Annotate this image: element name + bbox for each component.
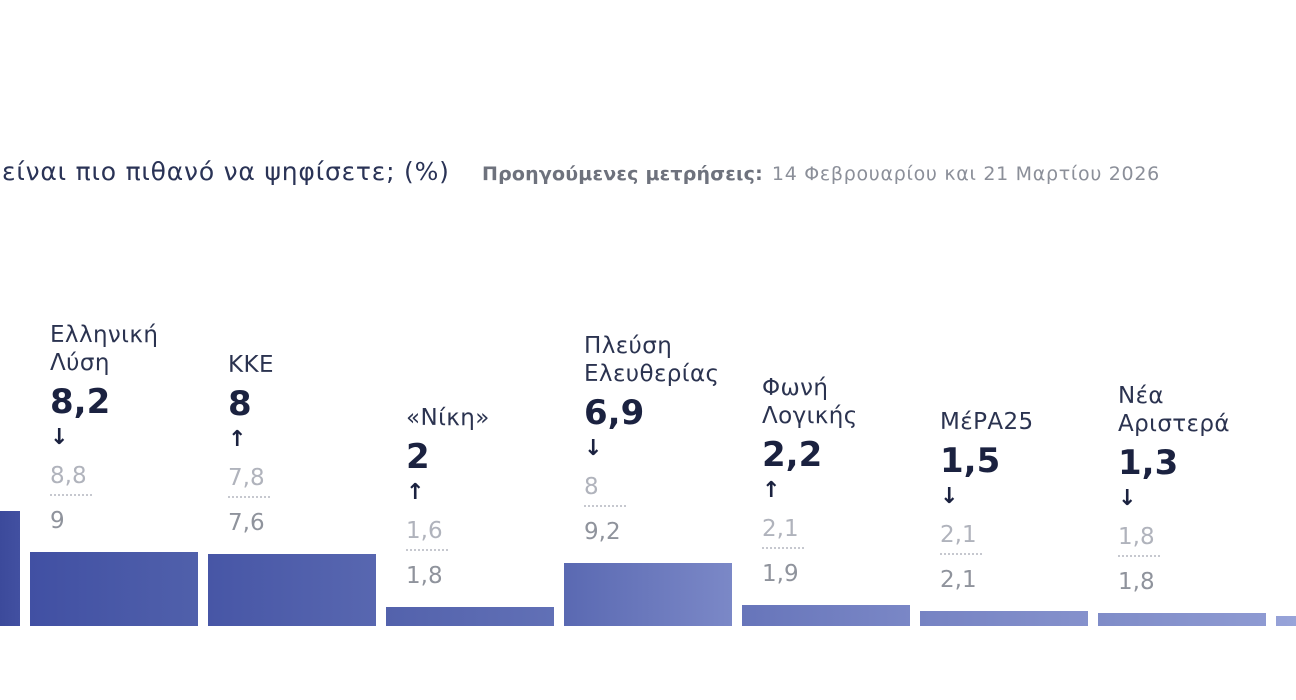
previous-value-1: 2,1	[940, 522, 977, 549]
party-label: ΚΚΕ 8 ↑ 7,8 7,6	[228, 351, 274, 536]
previous-value-1: 2,1	[762, 516, 799, 542]
previous-values-divider	[50, 493, 92, 496]
party-column: «Νίκη» 2 ↑ 1,6 1,8	[386, 404, 554, 626]
previous-value-1: 8,8	[50, 462, 87, 489]
previous-value-2: 1,8	[406, 562, 443, 589]
party-column: ΜέΡΑ25 1,5 ↓ 2,1 2,1	[920, 408, 1088, 626]
party-column: ΚΚΕ 8 ↑ 7,8 7,6	[208, 351, 376, 626]
previous-value-2: 1,9	[762, 561, 799, 587]
party-name: ΚΚΕ	[228, 351, 274, 378]
arrow-down-icon: ↓	[50, 424, 69, 450]
arrow-down-icon: ↓	[1118, 486, 1137, 511]
previous-value-2: 7,6	[228, 509, 265, 536]
party-column	[0, 511, 20, 626]
party-name: «Νίκη»	[406, 404, 490, 431]
arrow-up-icon: ↑	[406, 479, 425, 505]
chart-title: είναι πιο πιθανό να ψηφίσετε; (%)	[2, 157, 450, 186]
bar	[1276, 615, 1296, 626]
previous-value-2: 9	[50, 507, 65, 534]
party-column: Πλεύση Ελευθερίας 6,9 ↓ 8 9,2	[564, 332, 732, 626]
party-name: Φωνή Λογικής	[762, 375, 858, 429]
party-column: Φωνή Λογικής 2,2 ↑ 2,1 1,9	[742, 374, 910, 626]
party-name: ΜέΡΑ25	[940, 409, 1034, 436]
arrow-down-icon: ↓	[584, 436, 603, 462]
previous-values-divider	[584, 505, 626, 508]
party-column: Νέα Αριστερά 1,3 ↓ 1,8 1,8	[1098, 382, 1266, 626]
party-label: Πλεύση Ελευθερίας 6,9 ↓ 8 9,2	[584, 332, 730, 545]
previous-value-2: 1,8	[1118, 569, 1155, 595]
previous-value-1: 1,8	[1118, 524, 1155, 550]
arrow-down-icon: ↓	[940, 484, 959, 510]
party-label: Ελληνική Λύση 8,2 ↓ 8,8 9	[50, 321, 196, 534]
bar	[742, 605, 910, 626]
bar	[208, 553, 376, 626]
previous-measurements-label: Προηγούμενες μετρήσεις:	[482, 163, 763, 185]
previous-values-divider	[762, 547, 804, 549]
arrow-up-icon: ↑	[762, 478, 781, 503]
chart-header: είναι πιο πιθανό να ψηφίσετε; (%) Προηγο…	[2, 156, 1160, 188]
bar	[30, 551, 198, 626]
party-value: 1,3	[1118, 443, 1179, 483]
previous-value-1: 8	[584, 474, 599, 501]
party-name: Νέα Αριστερά	[1118, 383, 1230, 437]
previous-value-2: 9,2	[584, 519, 621, 546]
previous-values-divider	[406, 548, 448, 551]
party-label: Φωνή Λογικής 2,2 ↑ 2,1 1,9	[762, 374, 908, 587]
previous-measurements-dates: 14 Φεβρουαρίου και 21 Μαρτίου 2026	[771, 163, 1160, 185]
party-value: 1,5	[940, 441, 1001, 482]
party-column	[1276, 615, 1296, 626]
party-value: 8	[228, 383, 252, 424]
party-value: 8,2	[50, 381, 111, 422]
arrow-up-icon: ↑	[228, 426, 247, 452]
previous-value-1: 7,8	[228, 464, 265, 491]
previous-values-divider	[1118, 555, 1160, 557]
bar	[564, 563, 732, 626]
bar	[920, 611, 1088, 626]
party-label: ΜέΡΑ25 1,5 ↓ 2,1 2,1	[940, 408, 1034, 593]
party-column: Ελληνική Λύση 8,2 ↓ 8,8 9	[30, 321, 198, 626]
party-name: Ελληνική Λύση	[50, 321, 159, 376]
previous-value-1: 1,6	[406, 517, 443, 544]
previous-values-divider	[940, 553, 982, 556]
party-label: «Νίκη» 2 ↑ 1,6 1,8	[406, 404, 490, 589]
bar	[0, 511, 20, 626]
bar	[1098, 613, 1266, 626]
previous-value-2: 2,1	[940, 567, 977, 594]
bar	[386, 606, 554, 626]
party-name: Πλεύση Ελευθερίας	[584, 333, 720, 388]
party-value: 6,9	[584, 393, 645, 434]
previous-values-divider	[228, 495, 270, 498]
party-value: 2	[406, 436, 430, 477]
party-value: 2,2	[762, 435, 823, 475]
party-label: Νέα Αριστερά 1,3 ↓ 1,8 1,8	[1118, 382, 1264, 595]
